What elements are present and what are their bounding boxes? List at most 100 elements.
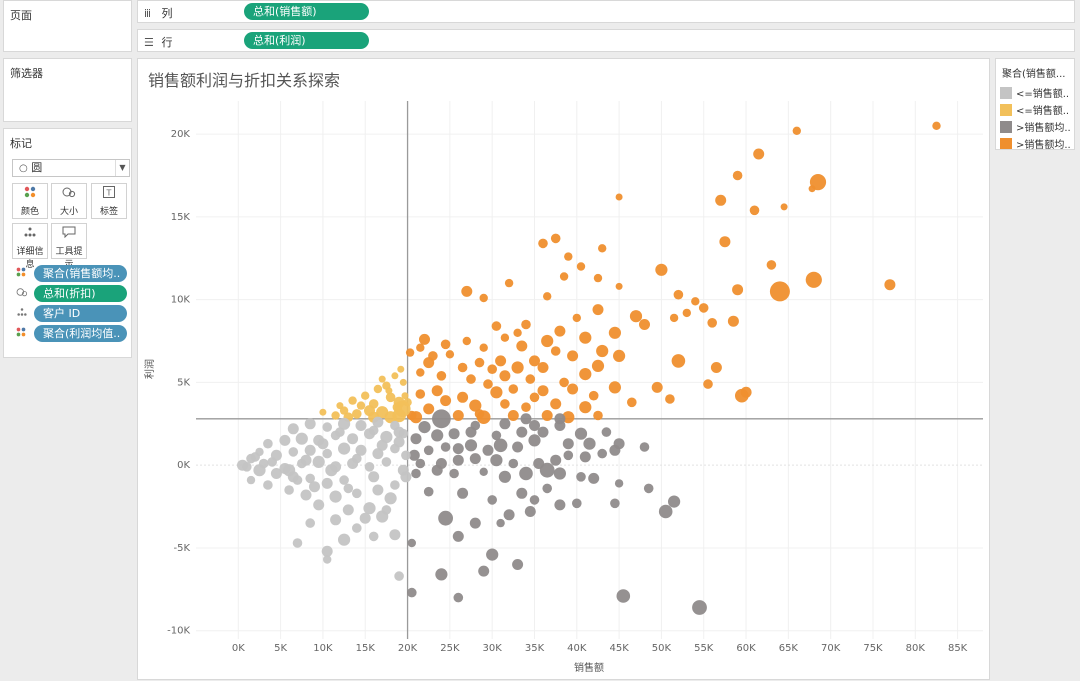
data-point xyxy=(283,464,296,477)
mark-field-pill[interactable]: 聚合(利润均值.. xyxy=(34,325,127,342)
data-point xyxy=(381,505,392,515)
pages-title: 页面 xyxy=(10,9,32,22)
data-point xyxy=(355,444,367,456)
data-point xyxy=(639,319,650,330)
x-tick-label: 50K xyxy=(652,643,672,654)
data-point xyxy=(405,348,415,357)
data-point xyxy=(452,454,464,466)
data-point xyxy=(295,432,308,445)
mark-field-row[interactable]: 客户 ID xyxy=(12,305,128,322)
legend-swatch xyxy=(1000,121,1012,133)
data-point xyxy=(563,450,574,461)
data-point xyxy=(356,401,366,410)
legend-label: <=销售额.. xyxy=(1016,89,1070,100)
data-point xyxy=(529,392,540,403)
data-point xyxy=(466,374,476,384)
data-point xyxy=(512,441,524,453)
x-tick-label: 5K xyxy=(274,643,287,654)
size-button[interactable]: 大小 xyxy=(51,183,87,219)
data-point xyxy=(381,457,392,467)
data-point xyxy=(448,428,460,440)
reference-lines xyxy=(196,101,983,639)
pages-card[interactable]: 页面 xyxy=(3,0,132,52)
data-point xyxy=(255,447,264,457)
data-point xyxy=(407,538,416,548)
data-point xyxy=(284,485,294,495)
chart-title: 销售额利润与折扣关系探索 xyxy=(148,71,340,90)
color-button[interactable]: 颜色 xyxy=(12,183,48,219)
data-point xyxy=(673,289,684,300)
data-point xyxy=(300,489,312,501)
mark-field-row[interactable]: 聚合(利润均值.. xyxy=(12,325,128,342)
data-point xyxy=(246,453,256,464)
data-point xyxy=(591,359,605,372)
data-point xyxy=(461,285,473,297)
columns-pill[interactable]: 总和(销售额) xyxy=(244,3,369,20)
data-point xyxy=(769,281,790,302)
mark-field-pill[interactable]: 总和(折扣) xyxy=(34,285,127,302)
mark-field-pill[interactable]: 客户 ID xyxy=(34,305,127,322)
data-point xyxy=(719,236,731,248)
data-point xyxy=(338,442,351,455)
data-point xyxy=(410,433,422,445)
data-point xyxy=(304,444,316,456)
legend-item[interactable]: >销售额均.. xyxy=(1000,136,1071,149)
rows-shelf[interactable]: ☰ 行 总和(利润) xyxy=(137,29,1075,52)
label-button[interactable]: T 标签 xyxy=(91,183,127,219)
circle-icon: ○ xyxy=(19,163,28,174)
data-point xyxy=(643,483,654,494)
legend-item[interactable]: <=销售额.. xyxy=(1000,102,1069,118)
data-point xyxy=(263,438,273,449)
data-point xyxy=(469,453,481,465)
data-point xyxy=(538,238,548,249)
size-icon xyxy=(16,287,30,301)
data-point xyxy=(572,498,582,509)
data-point xyxy=(516,426,528,438)
mark-field-pill[interactable]: 聚合(销售额均.. xyxy=(34,265,127,282)
data-point xyxy=(529,355,540,367)
data-point xyxy=(411,468,421,479)
tooltip-button[interactable]: 工具提示 xyxy=(51,223,87,270)
data-point xyxy=(391,372,399,380)
data-point xyxy=(305,518,315,528)
data-point xyxy=(579,368,592,381)
data-point xyxy=(554,325,566,337)
data-point xyxy=(792,126,801,135)
detail-button[interactable]: 详细信息 xyxy=(12,223,48,270)
data-point xyxy=(384,492,397,505)
legend-item[interactable]: >销售额均.. xyxy=(1000,119,1071,135)
tooltip-icon xyxy=(52,224,86,244)
data-point xyxy=(415,458,426,469)
data-point xyxy=(361,391,370,400)
x-tick-label: 40K xyxy=(567,643,587,654)
color-legend[interactable]: 聚合(销售额... <=销售额.. <=销售额.. >销售额均.. >销售额均.… xyxy=(995,58,1075,150)
data-point xyxy=(613,438,625,450)
mark-type-dropdown[interactable]: ○ 圆 ▼ xyxy=(12,159,130,177)
data-point xyxy=(614,479,624,488)
data-point xyxy=(449,468,459,479)
y-tick-label: 20K xyxy=(171,129,191,140)
data-point xyxy=(317,438,329,450)
data-point xyxy=(432,409,451,429)
mark-field-row[interactable]: 总和(折扣) xyxy=(12,285,128,302)
columns-shelf[interactable]: ⅲ 列 总和(销售额) xyxy=(137,0,1075,23)
data-point xyxy=(596,344,609,358)
data-point xyxy=(400,471,412,483)
rows-pill[interactable]: 总和(利润) xyxy=(244,32,369,49)
scatter-chart[interactable]: 销售额利润与折扣关系探索 0K 5K 10K 15K 20K 25K 30K 35K 40K 45… xyxy=(138,59,991,681)
data-point xyxy=(562,411,575,424)
data-point xyxy=(267,457,277,467)
data-point xyxy=(543,292,552,301)
data-point xyxy=(658,504,673,519)
chevron-down-icon[interactable]: ▼ xyxy=(115,160,129,176)
data-point xyxy=(550,346,561,356)
rows-icon: ☰ xyxy=(144,36,154,49)
data-point xyxy=(588,390,599,401)
color-icon xyxy=(16,267,30,281)
mark-field-row[interactable]: 聚合(销售额均.. xyxy=(12,265,128,282)
data-point xyxy=(389,529,401,541)
filters-card[interactable]: 筛选器 xyxy=(3,58,132,122)
data-point xyxy=(352,453,362,464)
legend-item[interactable]: <=销售额.. xyxy=(1000,85,1069,101)
data-point xyxy=(550,454,562,466)
